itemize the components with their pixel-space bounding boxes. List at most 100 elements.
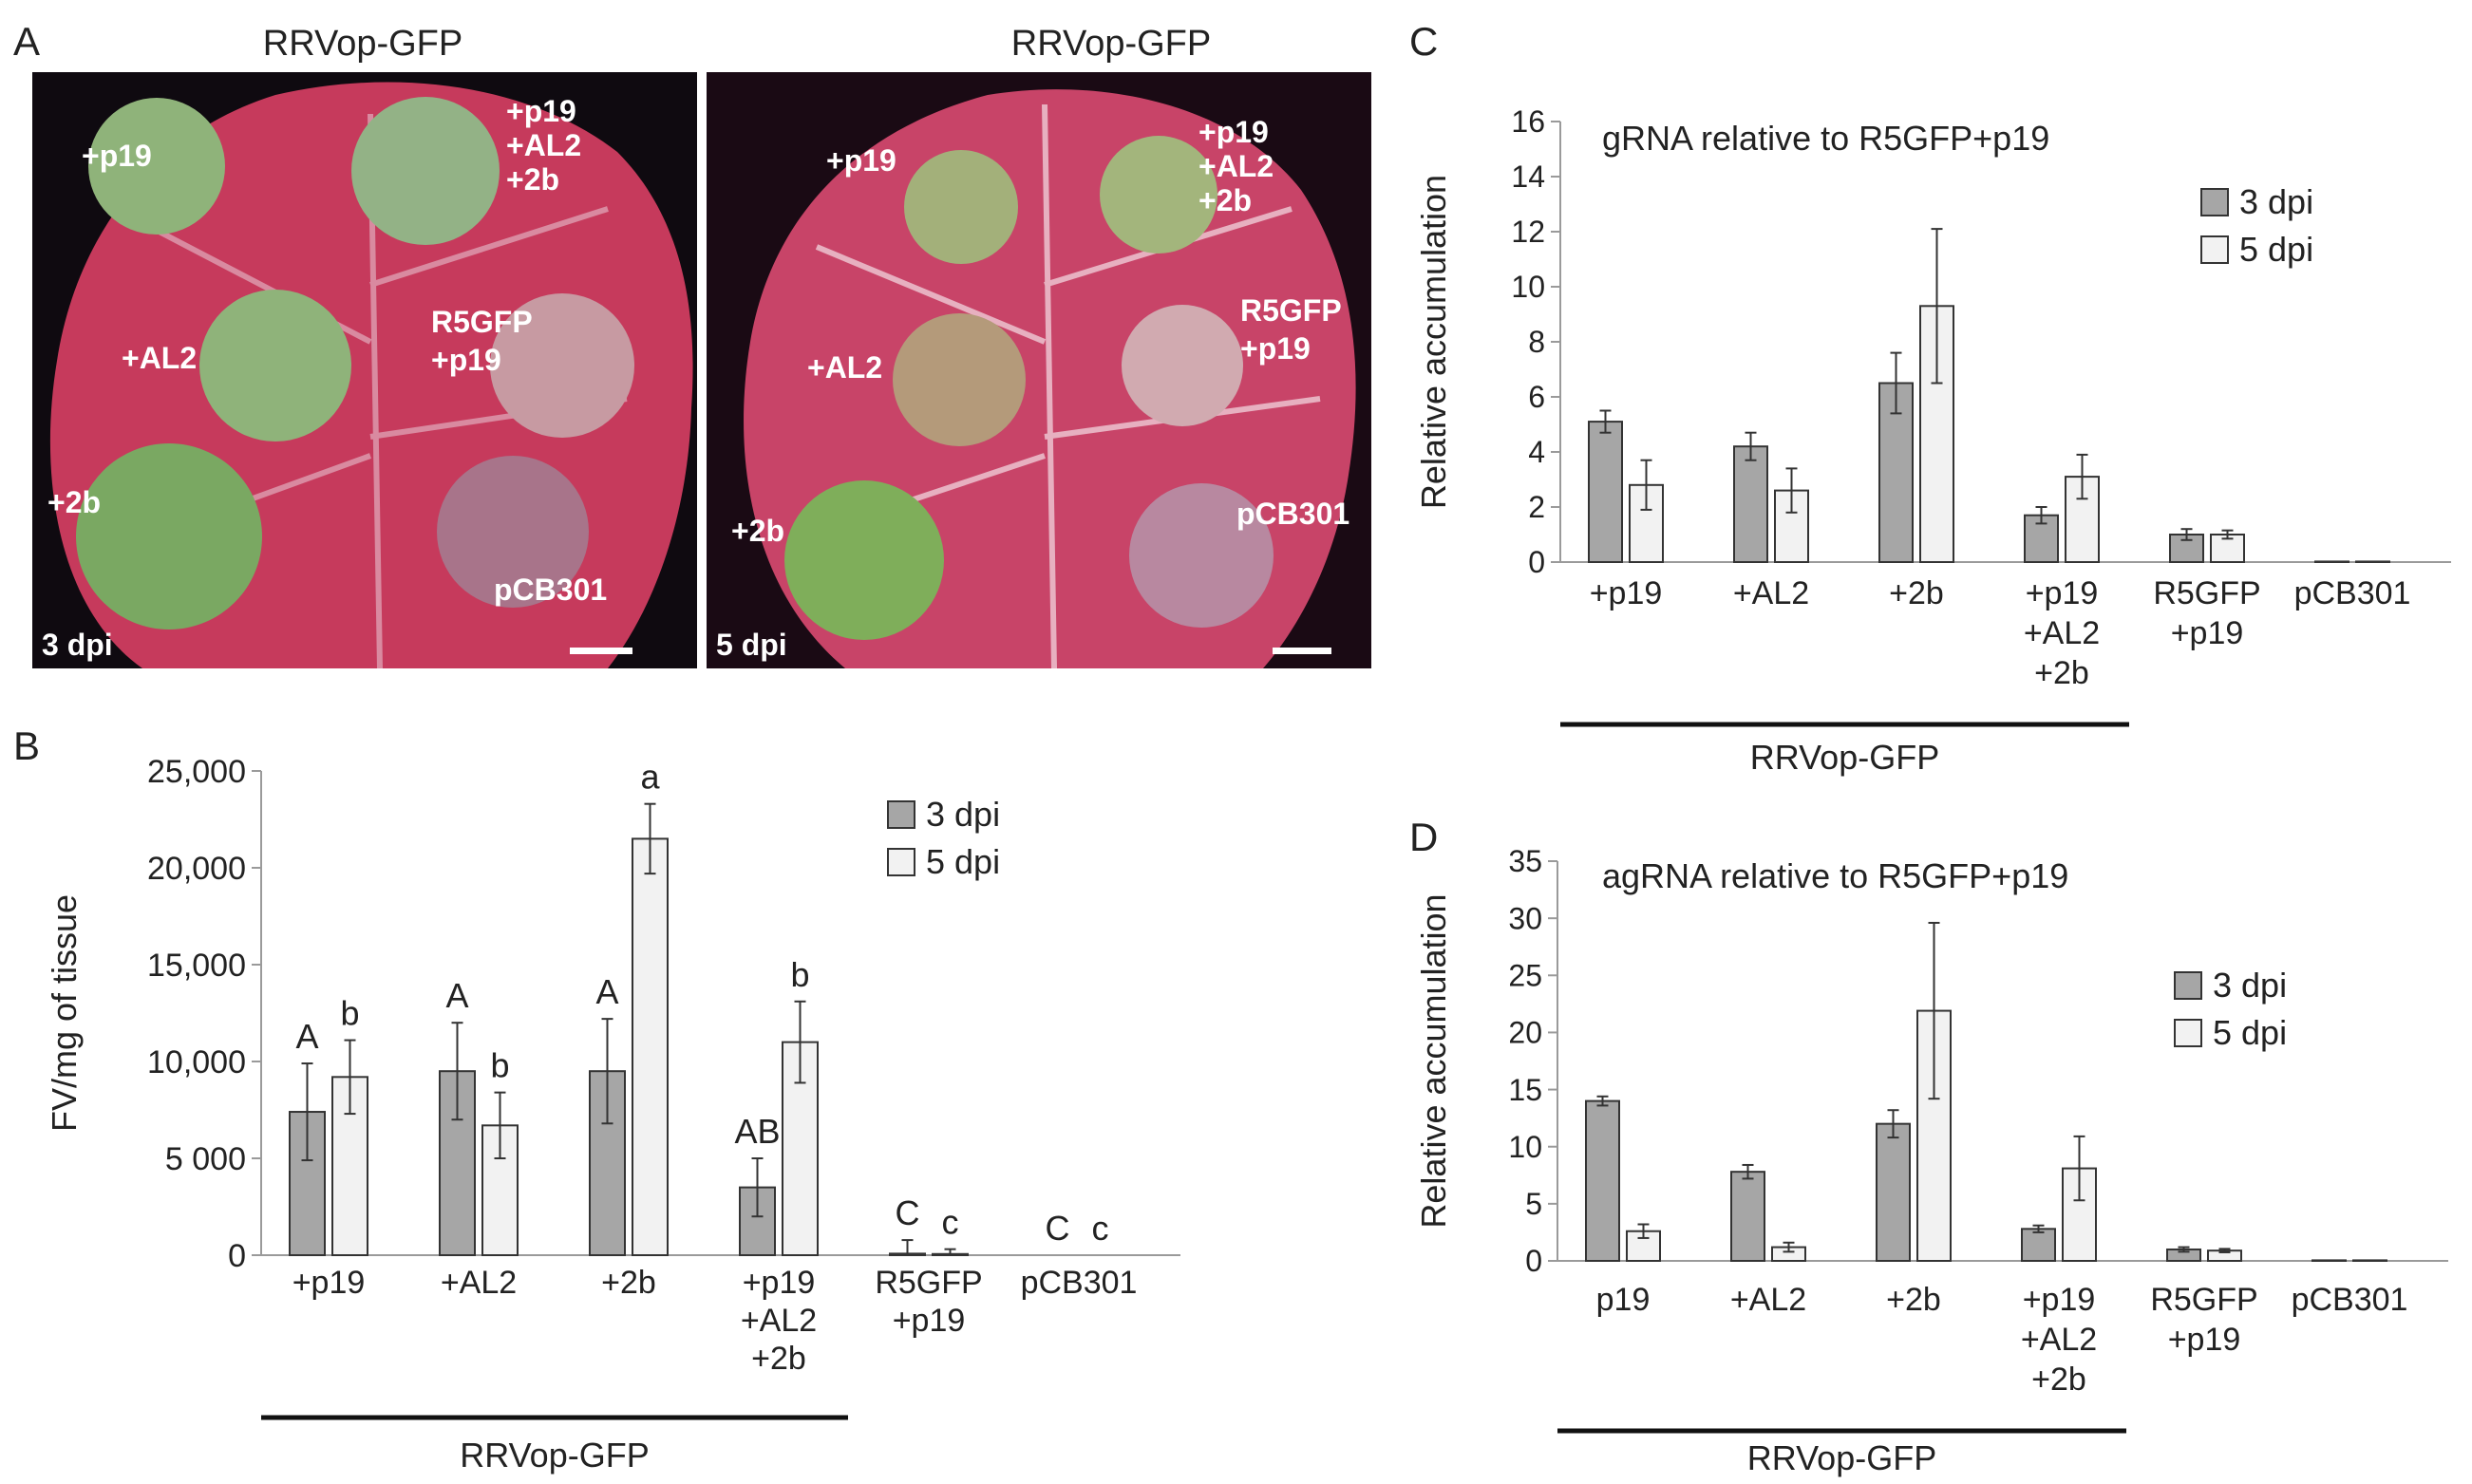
bar-5-dpi xyxy=(2065,476,2100,564)
photo-label: +p19 xyxy=(826,143,896,178)
panel-letter-d: D xyxy=(1409,815,1438,859)
scale-bar xyxy=(1273,648,1331,654)
photo-label: pCB301 xyxy=(1236,497,1349,531)
legend-label: 5 dpi xyxy=(2239,230,2313,269)
leaf-veins xyxy=(815,103,1321,669)
photo-label: R5GFP +p19 xyxy=(431,305,533,377)
significance-letter: A xyxy=(445,976,468,1015)
legend-label: 3 dpi xyxy=(2239,182,2313,221)
y-axis-label: Relative accumulation xyxy=(1414,175,1453,509)
y-tick-label: 35 xyxy=(1508,844,1542,878)
panel-letter-a: A xyxy=(13,19,40,64)
bar-5-dpi xyxy=(331,1076,368,1256)
leaf-veins xyxy=(150,113,628,669)
bar-3-dpi xyxy=(1730,1171,1765,1262)
photo-day-label: 5 dpi xyxy=(716,628,787,662)
infiltration-spot xyxy=(76,443,262,629)
y-tick-label: 4 xyxy=(1528,435,1545,469)
category-label: pCB301 xyxy=(2292,1282,2408,1318)
chart-panel-d: 0 5 10 15 20 25 30 35 Relative accumulation agRNA… xyxy=(1414,844,2448,1477)
infiltration-spot xyxy=(88,98,225,235)
leaf-photo-5dpi xyxy=(707,72,1371,669)
category-label: pCB301 xyxy=(1021,1265,1138,1301)
photo-right-title: RRVop-GFP xyxy=(1011,24,1211,64)
y-axis-label: Relative accumulation xyxy=(1414,893,1453,1228)
bar-3-dpi xyxy=(1588,421,1623,563)
y-tick-label: 2 xyxy=(1528,490,1545,524)
photo-label: +AL2 xyxy=(122,341,197,375)
significance-letter: AB xyxy=(734,1112,780,1151)
category-label: +p19 +AL2 +2b xyxy=(2024,575,2100,691)
infiltration-spot xyxy=(437,456,589,608)
y-tick-label: 20 xyxy=(1508,1016,1542,1050)
y-tick-label: 16 xyxy=(1511,104,1545,139)
category-label: R5GFP +p19 xyxy=(875,1265,982,1339)
bar-5-dpi xyxy=(632,837,669,1257)
y-tick-label: 6 xyxy=(1528,380,1545,414)
scale-bar xyxy=(570,648,632,654)
legend-swatch xyxy=(2200,188,2229,216)
photo-left-title: RRVop-GFP xyxy=(263,24,462,64)
chart-title: gRNA relative to R5GFP+p19 xyxy=(1602,119,2049,158)
bar-3-dpi xyxy=(1585,1099,1620,1262)
category-label: +p19 +AL2 +2b xyxy=(741,1265,817,1377)
category-label: pCB301 xyxy=(2294,575,2411,611)
infiltration-spot xyxy=(1122,305,1243,426)
group-label: RRVop-GFP xyxy=(460,1436,649,1475)
y-tick-label: 30 xyxy=(1508,901,1542,935)
bar-3-dpi xyxy=(2021,1228,2056,1262)
legend-label: 3 dpi xyxy=(926,795,1000,834)
group-label: RRVop-GFP xyxy=(1747,1438,1936,1477)
infiltration-spot xyxy=(1129,483,1274,628)
significance-letter: A xyxy=(295,1017,318,1056)
y-tick-label: 20,000 xyxy=(147,851,246,887)
legend-label: 5 dpi xyxy=(926,842,1000,881)
infiltration-spot xyxy=(784,480,944,640)
category-label: +p19 xyxy=(1590,575,1663,611)
category-label: p19 xyxy=(1596,1282,1651,1318)
category-label: +p19 +AL2 +2b xyxy=(2021,1282,2097,1398)
photo-label: +AL2 xyxy=(807,350,882,385)
chart-panel-c: 0 2 4 6 8 10 12 14 16 Relative accumulation gRNA r… xyxy=(1414,104,2451,777)
bar-3-dpi xyxy=(2314,560,2349,563)
photo-label: +p19 xyxy=(82,139,152,173)
y-tick-label: 12 xyxy=(1511,215,1545,249)
significance-letter: b xyxy=(790,955,809,994)
legend-swatch xyxy=(2200,235,2229,264)
photo-label: +p19 +AL2 +2b xyxy=(506,94,581,197)
leaf-labels-5dpi: +p19 +p19 +AL2 +2b +AL2 R5GFP +p19 +2b pCB3… xyxy=(716,115,1349,662)
infiltration-spot xyxy=(893,313,1026,446)
leaf-photo-3dpi xyxy=(32,72,697,669)
y-tick-label: 0 xyxy=(228,1238,246,1274)
y-tick-label: 5 xyxy=(1525,1187,1542,1221)
legend-label: 5 dpi xyxy=(2213,1013,2287,1052)
y-tick-label: 10 xyxy=(1508,1130,1542,1164)
y-tick-label: 25,000 xyxy=(147,754,246,790)
y-tick-label: 5 000 xyxy=(165,1141,246,1177)
legend-swatch xyxy=(887,800,915,829)
bar-3-dpi xyxy=(2312,1259,2347,1262)
panel-letter-c: C xyxy=(1409,19,1438,64)
y-tick-label: 0 xyxy=(1528,545,1545,579)
category-label: +AL2 xyxy=(441,1265,517,1301)
group-label: RRVop-GFP xyxy=(1750,738,1939,777)
photo-label: pCB301 xyxy=(494,573,607,607)
y-axis-label: FV/mg of tissue xyxy=(45,894,84,1132)
significance-letter: C xyxy=(896,1193,920,1232)
bar-5-dpi xyxy=(2355,560,2390,563)
category-label: +p19 xyxy=(292,1265,366,1301)
legend-label: 3 dpi xyxy=(2213,966,2287,1005)
significance-letter: C xyxy=(1046,1209,1070,1248)
infiltration-spot xyxy=(199,290,351,441)
y-tick-label: 0 xyxy=(1525,1244,1542,1278)
category-label: +AL2 xyxy=(1733,575,1809,611)
category-label: +2b xyxy=(1889,575,1944,611)
photo-label: +2b xyxy=(731,514,784,548)
legend-swatch xyxy=(887,848,915,876)
photo-day-label: 3 dpi xyxy=(42,628,113,662)
bar-5-dpi xyxy=(481,1124,519,1256)
y-tick-label: 15 xyxy=(1508,1073,1542,1107)
category-label: +2b xyxy=(601,1265,656,1301)
panel-letter-b: B xyxy=(13,723,40,768)
bar-5-dpi xyxy=(2352,1259,2387,1262)
